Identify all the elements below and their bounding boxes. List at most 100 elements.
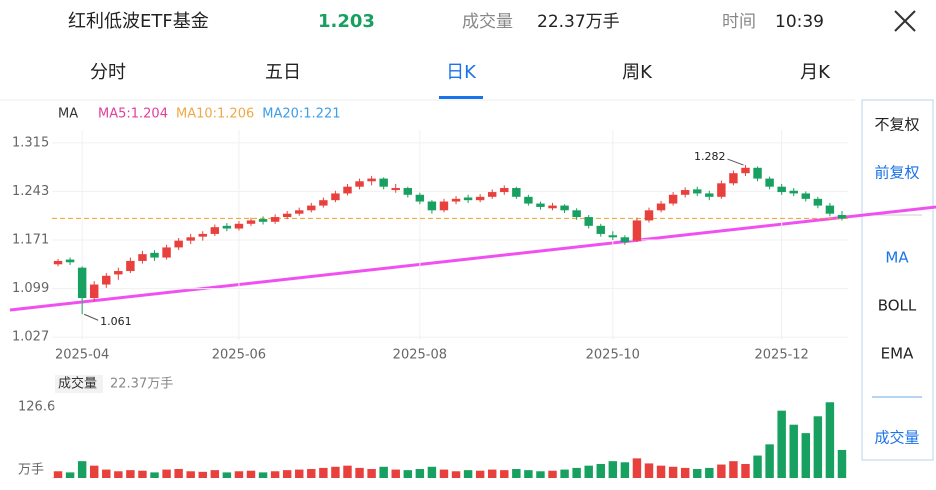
candle-body: [439, 201, 449, 211]
volume-bar: [65, 472, 75, 478]
volume-bar: [717, 464, 726, 478]
volume-bar: [114, 471, 123, 478]
volume-bar: [258, 472, 268, 478]
candle-body: [693, 189, 702, 194]
volume-bar: [789, 424, 798, 478]
side-menu-item[interactable]: EMA: [881, 345, 914, 363]
volume-bar: [500, 470, 509, 478]
volume-bar: [307, 469, 316, 478]
candle-body: [126, 260, 135, 272]
volume-bar: [451, 471, 461, 478]
price: 1.203: [318, 11, 375, 32]
tab-indicator: [439, 96, 483, 99]
candle-body: [65, 259, 75, 263]
volume-bar: [524, 470, 533, 478]
volume-bar: [656, 465, 666, 478]
candle-body: [837, 215, 847, 219]
volume-bar: [343, 465, 352, 478]
tab[interactable]: 五日: [265, 62, 301, 83]
volume-bar: [210, 470, 220, 478]
side-menu-item[interactable]: BOLL: [878, 297, 917, 315]
tab[interactable]: 日K: [446, 62, 477, 83]
side-menu-item[interactable]: MA: [885, 249, 909, 267]
candle-body: [512, 188, 521, 197]
time: 10:39: [775, 12, 824, 32]
volume-subtitle: 22.37万手: [110, 377, 173, 392]
y-tick-label: 1.171: [12, 233, 49, 248]
volume-bar: [693, 469, 702, 478]
volume-bar: [89, 465, 99, 478]
volume-bar: [560, 469, 569, 478]
candle-body: [487, 192, 497, 197]
x-tick-label: 2025-04: [55, 348, 109, 363]
volume-bar: [572, 467, 581, 478]
volume-bar: [487, 469, 497, 478]
candle-body: [620, 237, 630, 243]
volume-bar: [138, 470, 147, 478]
volume-title-box: [55, 375, 103, 393]
candle-body: [77, 267, 87, 299]
volume-bar: [463, 470, 473, 478]
candle-body: [258, 219, 268, 222]
side-menu-item[interactable]: 前复权: [874, 164, 919, 182]
candle-body: [282, 213, 292, 218]
volume-bar: [668, 466, 678, 478]
volume-bar: [765, 444, 774, 478]
volume-title: 成交量: [58, 376, 97, 392]
candle-body: [717, 183, 726, 197]
candle-body: [741, 167, 750, 174]
candle-body: [89, 284, 99, 299]
volume-bar: [729, 461, 738, 478]
candle-body: [234, 223, 244, 229]
candle-body: [415, 194, 425, 202]
ma-label: MA20:1.221: [262, 107, 340, 122]
volume-bar: [475, 470, 485, 478]
volume-bar: [753, 455, 762, 478]
ma-label: MA5:1.204: [98, 107, 168, 122]
candle-body: [680, 190, 690, 195]
candle-body: [150, 252, 159, 258]
volume-bar: [331, 466, 340, 478]
volume-bar: [512, 469, 521, 478]
candle-body: [656, 203, 666, 211]
volume-bar: [837, 449, 847, 478]
candle-body: [584, 217, 593, 226]
y-tick-label: 1.243: [12, 184, 49, 199]
candle-body: [379, 178, 388, 187]
x-tick-label: 2025-06: [212, 348, 266, 363]
candle-body: [331, 193, 340, 201]
side-menu-item[interactable]: 成交量: [874, 429, 919, 447]
candle-body: [307, 205, 316, 211]
volume-bar: [632, 458, 642, 478]
volume-bar: [391, 469, 400, 478]
volume-bar: [536, 471, 545, 478]
candle-body: [572, 210, 581, 218]
candle-body: [753, 167, 762, 179]
y-tick-label: 1.315: [12, 135, 49, 150]
volume-bar: [644, 463, 654, 478]
tab[interactable]: 分时: [90, 62, 126, 83]
volume-bar: [548, 470, 557, 478]
volume-bar: [270, 471, 280, 478]
close-button[interactable]: [894, 10, 916, 32]
volume-bar: [295, 469, 304, 478]
tab[interactable]: 月K: [800, 62, 831, 83]
candle-body: [765, 178, 774, 187]
x-tick-label: 2025-12: [755, 348, 809, 363]
y-tick-label: 1.099: [12, 281, 49, 296]
volume-bar: [825, 402, 835, 478]
volume-label: 成交量: [462, 12, 513, 32]
volume-bar: [126, 470, 135, 478]
candle-body: [186, 237, 195, 241]
x-tick-label: 2025-10: [586, 348, 640, 363]
y-tick-label: 万手: [18, 463, 44, 478]
candle-body: [427, 201, 437, 211]
side-menu-item[interactable]: 不复权: [874, 116, 919, 134]
volume-bar: [102, 469, 111, 478]
high-pointer: [727, 158, 744, 166]
low-label: 1.061: [100, 315, 132, 328]
tab[interactable]: 周K: [622, 62, 653, 83]
candle-body: [560, 205, 569, 211]
volume-bar: [741, 463, 750, 478]
